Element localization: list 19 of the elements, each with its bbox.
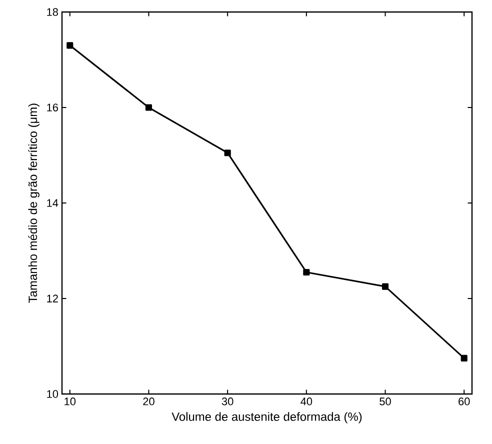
y-tick-label: 14 <box>47 199 58 207</box>
y-tick-label: 10 <box>47 390 58 398</box>
point <box>145 104 152 111</box>
x-axis-title: Volume de austenite deformada (%) <box>172 412 362 424</box>
point <box>66 42 74 49</box>
y-tick-label: 16 <box>47 104 58 112</box>
point <box>460 354 468 362</box>
y-tick-label: 18 <box>47 8 58 16</box>
x-tick-label: 40 <box>300 398 312 406</box>
y-axis-title: Tamanho médio de grão ferrítico (μm) <box>28 104 40 303</box>
x-tick-label: 20 <box>143 398 154 406</box>
x-tick-label: 10 <box>64 398 76 406</box>
x-tick-label: 30 <box>222 398 234 406</box>
x-tick-label: 50 <box>380 398 391 406</box>
point <box>382 283 389 290</box>
point <box>224 150 231 156</box>
point <box>303 268 310 276</box>
x-tick-label: 60 <box>458 398 470 406</box>
y-tick-label: 12 <box>47 294 58 302</box>
